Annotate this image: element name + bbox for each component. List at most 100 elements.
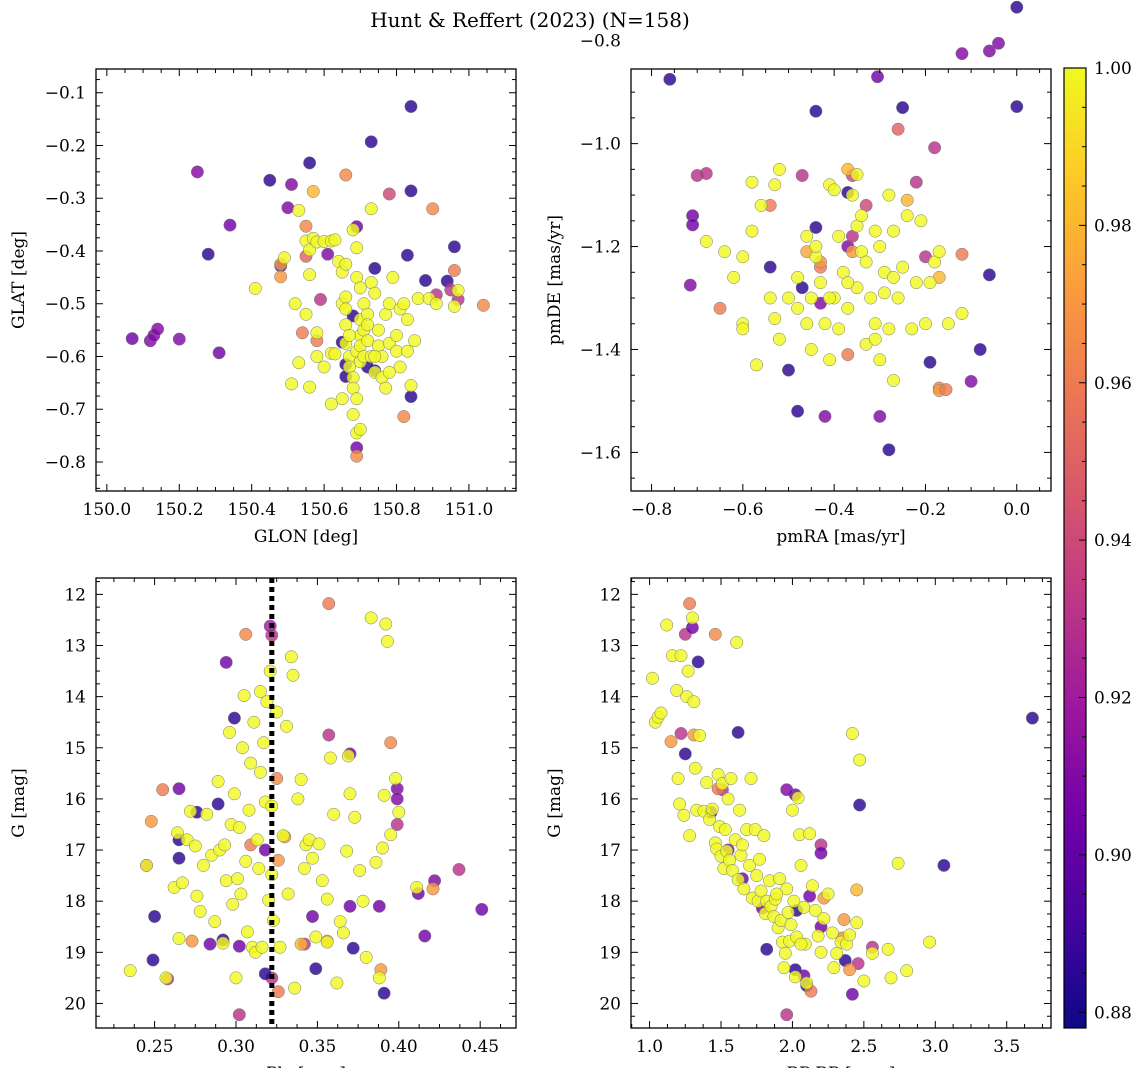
scatter-point [328, 347, 342, 361]
panel-parallax-magnitude: 0.25 0.30 0.35 0.40 0.45 12 13 14 15 16 17 18 19 20 Pl… [9, 577, 517, 1073]
scatter-point [317, 360, 331, 374]
x-tick-label: 1.5 [707, 1037, 734, 1057]
scatter-point [404, 100, 418, 113]
panel-position: 150.0 150.2 150.4 150.6 150.8 151.0 −0.1 −0.2 −0… [9, 68, 517, 547]
scatter-point [376, 841, 389, 855]
x-axis-label: BP-RP [mag] [787, 1064, 896, 1068]
scatter-point [841, 276, 855, 290]
scatter-point [310, 350, 324, 363]
scatter-point [750, 358, 763, 372]
y-tick-label: 17 [599, 841, 621, 861]
scatter-point [223, 725, 236, 739]
scatter-point [356, 894, 370, 908]
x-axis-label: GLON [deg] [254, 527, 358, 547]
x-tick-label: 2.5 [850, 1037, 877, 1057]
scatter-point [882, 322, 896, 336]
scatter-point [447, 299, 461, 313]
scatter-point [811, 929, 825, 943]
scatter-point [884, 971, 898, 985]
scatter-point [760, 942, 774, 956]
scatter-point [678, 747, 692, 761]
scatter-point [843, 963, 857, 977]
scatter-point [314, 293, 327, 306]
scatter-point [923, 276, 937, 290]
scatter-point [791, 791, 805, 805]
scatter-point [342, 328, 356, 342]
scatter-point [276, 829, 290, 843]
scatter-point [864, 291, 878, 305]
scatter-point [691, 655, 705, 669]
scatter-point [777, 961, 791, 975]
scatter-point [232, 821, 246, 834]
scatter-point [285, 377, 298, 391]
scatter-point [291, 792, 305, 806]
scatter-point [320, 892, 334, 906]
scatter-point [172, 332, 186, 346]
colorbar-tick-label: 0.88 [1094, 1003, 1132, 1023]
scatter-point [280, 719, 293, 733]
x-axis-label: pmRA [mas/yr] [776, 527, 905, 547]
scatter-point [882, 188, 896, 202]
scatter-point [306, 910, 319, 923]
scatter-point [196, 858, 210, 872]
scatter-point [982, 268, 996, 282]
scatter-point [379, 617, 393, 631]
x-tick-label: −0.8 [631, 500, 672, 520]
scatter-point [845, 188, 859, 202]
scatter-point [190, 165, 204, 179]
scatter-point [172, 782, 186, 796]
scatter-point [223, 218, 237, 232]
scatter-point [845, 987, 859, 1001]
scatter-point [377, 788, 391, 802]
scatter-point [257, 736, 271, 750]
scatter-point [339, 302, 353, 316]
scatter-point [156, 783, 170, 797]
scatter-point [281, 887, 295, 901]
scatter-point [170, 826, 184, 840]
y-tick-label: −0.5 [45, 295, 86, 315]
y-tick-label: −0.3 [45, 189, 86, 209]
scatter-point [240, 925, 254, 939]
scatter-point [390, 792, 404, 806]
y-axis-label: G [mag] [9, 768, 29, 837]
scatter-point [404, 379, 418, 392]
scatter-point [645, 671, 659, 685]
scatter-point [219, 874, 233, 888]
scatter-point [787, 894, 801, 908]
colorbar: 0.88 0.90 0.92 0.94 0.96 0.98 1.00 [1063, 59, 1132, 1029]
scatter-point [295, 326, 309, 340]
scatter-point [795, 169, 809, 182]
x-tick-label: −0.4 [814, 500, 855, 520]
scatter-point [877, 286, 891, 300]
scatter-point [1010, 100, 1024, 114]
scatter-point [671, 772, 685, 785]
scatter-point [216, 936, 230, 950]
scatter-point [239, 854, 253, 868]
scatter-point [768, 178, 782, 192]
scatter-point [328, 233, 342, 247]
scatter-point [208, 915, 222, 929]
scatter-point [339, 290, 353, 304]
scatter-point [768, 312, 782, 326]
scatter-point [353, 864, 367, 877]
scatter-point [818, 317, 832, 331]
scatter-point [823, 353, 837, 367]
scatter-point [733, 803, 747, 817]
scatter-point [350, 449, 364, 463]
scatter-point [782, 291, 795, 305]
scatter-point [330, 976, 344, 990]
colorbar-tick-label: 0.90 [1094, 846, 1132, 866]
scatter-point [369, 855, 383, 869]
scatter-point [857, 974, 871, 988]
scatter-point [400, 313, 414, 327]
scatter-point [306, 851, 319, 865]
scatter-point [928, 141, 942, 155]
scatter-point [447, 264, 461, 277]
scatter-point [248, 281, 262, 295]
scatter-point [324, 397, 338, 411]
scatter-point [364, 202, 378, 216]
scatter-point [791, 404, 805, 418]
scatter-point [368, 261, 382, 275]
scatter-point [937, 858, 951, 872]
scatter-point [736, 250, 750, 264]
